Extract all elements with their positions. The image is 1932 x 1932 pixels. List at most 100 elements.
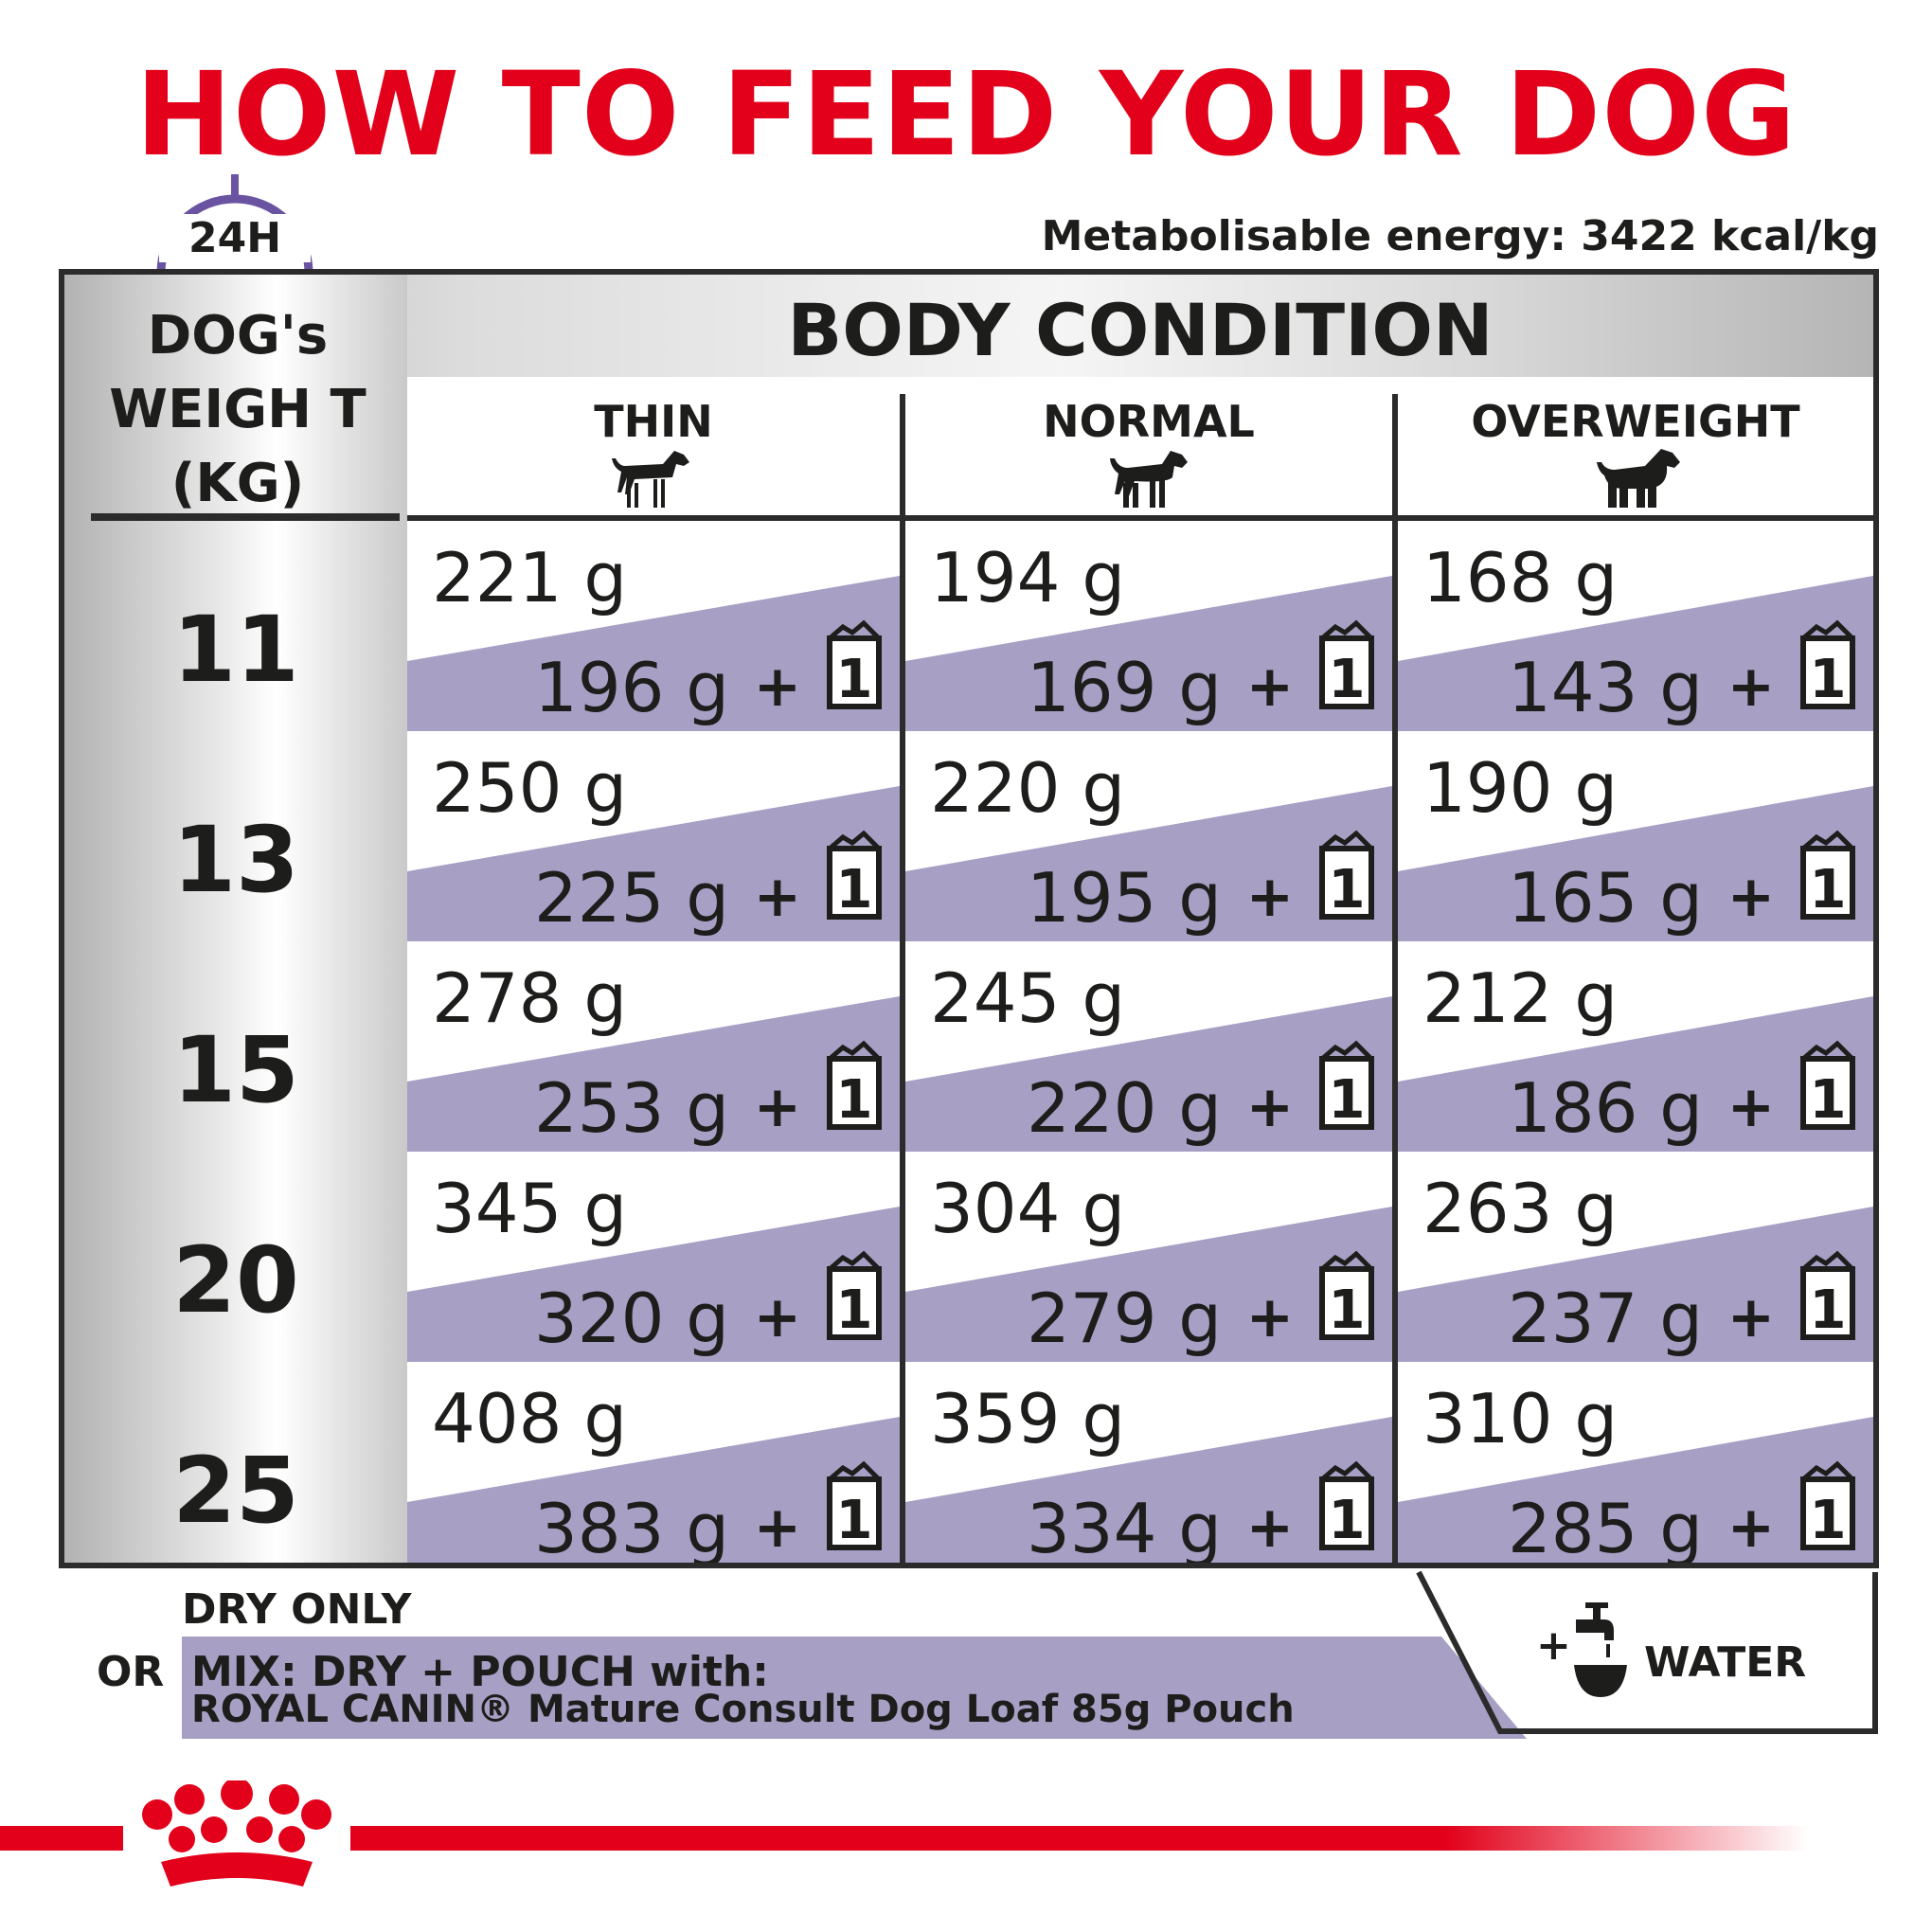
- dry-only-amount: 263 g: [1422, 1169, 1619, 1248]
- pouch-icon: 1: [1316, 619, 1377, 714]
- pouch-icon: 1: [1798, 1460, 1858, 1555]
- weight-header-divider: [91, 513, 400, 521]
- plus-sign: +: [1726, 1074, 1775, 1140]
- plus-sign: +: [1726, 1494, 1775, 1561]
- dry-only-amount: 212 g: [1422, 958, 1619, 1038]
- plus-sign: +: [753, 653, 801, 720]
- pouch-count: 1: [836, 1069, 873, 1131]
- royal-canin-crown-logo: [142, 1780, 331, 1887]
- pouch-count: 1: [836, 649, 873, 710]
- feeding-cell: 194 g 169 g + 1: [905, 521, 1392, 731]
- pouch-count: 1: [836, 1490, 873, 1551]
- dry-only-amount: 359 g: [930, 1379, 1126, 1458]
- column-title-normal: NORMAL: [1043, 396, 1255, 447]
- pouch-count: 1: [1329, 1069, 1366, 1131]
- water-plus-sign: +: [1536, 1621, 1571, 1670]
- mix-amount: 196 g: [533, 648, 729, 727]
- column-title-overweight: OVERWEIGHT: [1471, 396, 1800, 447]
- column-head-thin: THIN: [407, 377, 900, 521]
- legend-mix-band: [182, 1637, 1527, 1739]
- mix-amount: 169 g: [1026, 648, 1222, 727]
- weight-column: [64, 275, 407, 1563]
- dry-only-amount: 278 g: [432, 958, 628, 1038]
- legend-mix-product: ROYAL CANIN® Mature Consult Dog Loaf 85g…: [191, 1688, 1295, 1731]
- weight-value: 11: [172, 597, 299, 703]
- feeding-cell: 310 g 285 g + 1: [1398, 1362, 1873, 1568]
- weight-value: 15: [172, 1017, 299, 1123]
- feeding-cell: 359 g 334 g + 1: [905, 1362, 1392, 1568]
- clock-label: 24H: [159, 214, 311, 262]
- mix-amount: 165 g: [1507, 858, 1703, 938]
- pouch-count: 1: [1810, 1069, 1847, 1131]
- feeding-cell: 190 g 165 g + 1: [1398, 731, 1873, 941]
- pouch-icon: 1: [1316, 1250, 1377, 1345]
- pouch-count: 1: [1329, 1490, 1366, 1551]
- dry-only-amount: 250 g: [432, 748, 628, 828]
- mix-amount: 285 g: [1507, 1489, 1703, 1568]
- column-divider: [900, 394, 905, 1563]
- plus-sign: +: [753, 864, 801, 930]
- metabolisable-energy: Metabolisable energy: 3422 kcal/kg: [1041, 212, 1879, 260]
- plus-sign: +: [1726, 864, 1775, 930]
- pouch-icon: 1: [824, 1040, 885, 1135]
- body-condition-header: BODY CONDITION: [787, 288, 1494, 372]
- water-box: [1416, 1570, 1878, 1734]
- dry-only-amount: 221 g: [432, 538, 628, 617]
- feeding-cell: 245 g 220 g + 1: [905, 941, 1392, 1152]
- mix-amount: 237 g: [1507, 1279, 1703, 1358]
- feeding-cell: 345 g 320 g + 1: [407, 1152, 900, 1362]
- plus-sign: +: [1245, 1074, 1294, 1140]
- legend-or: OR: [97, 1648, 165, 1696]
- pouch-count: 1: [1329, 649, 1366, 710]
- pouch-icon: 1: [1316, 830, 1377, 924]
- mix-amount: 383 g: [533, 1489, 729, 1568]
- plus-sign: +: [753, 1494, 801, 1561]
- feeding-cell: 168 g 143 g + 1: [1398, 521, 1873, 731]
- pouch-icon: 1: [824, 1460, 885, 1555]
- plus-sign: +: [1245, 1284, 1294, 1351]
- pouch-icon: 1: [1798, 619, 1858, 714]
- dry-only-amount: 310 g: [1422, 1379, 1619, 1458]
- column-head-normal: NORMAL: [905, 377, 1392, 521]
- dog-normal-icon: [1110, 451, 1188, 508]
- column-divider: [1392, 394, 1398, 1563]
- dog-overweight-icon: [1597, 449, 1680, 508]
- feeding-cell: 220 g 195 g + 1: [905, 731, 1392, 941]
- legend-water: WATER: [1644, 1638, 1807, 1687]
- pouch-icon: 1: [1316, 1040, 1377, 1135]
- dry-only-amount: 168 g: [1422, 538, 1619, 617]
- mix-amount: 225 g: [533, 858, 729, 938]
- mix-amount: 220 g: [1026, 1068, 1222, 1148]
- pouch-icon: 1: [824, 1250, 885, 1345]
- dry-only-amount: 220 g: [930, 748, 1126, 828]
- weight-value: 20: [172, 1227, 299, 1333]
- weight-value: 25: [172, 1438, 299, 1544]
- column-head-overweight: OVERWEIGHT: [1398, 377, 1873, 521]
- plus-sign: +: [753, 1074, 801, 1140]
- pouch-count: 1: [1329, 859, 1366, 921]
- plus-sign: +: [1245, 653, 1294, 720]
- pouch-count: 1: [836, 859, 873, 921]
- mix-amount: 253 g: [533, 1068, 729, 1148]
- feeding-cell: 250 g 225 g + 1: [407, 731, 900, 941]
- weight-header: DOG's WEIGH T (KG): [109, 305, 367, 514]
- pouch-count: 1: [836, 1279, 873, 1341]
- mix-amount: 320 g: [533, 1279, 729, 1358]
- feeding-table: DOG's WEIGH T (KG) BODY CONDITION THIN N…: [59, 269, 1879, 1568]
- dry-only-amount: 194 g: [930, 538, 1126, 617]
- dry-only-amount: 408 g: [432, 1379, 628, 1458]
- dry-only-amount: 190 g: [1422, 748, 1619, 828]
- feeding-cell: 408 g 383 g + 1: [407, 1362, 900, 1568]
- legend-mix-title: MIX: DRY + POUCH with:: [191, 1648, 769, 1696]
- plus-sign: +: [753, 1284, 801, 1351]
- header-divider: [407, 515, 1873, 521]
- feeding-cell: 278 g 253 g + 1: [407, 941, 900, 1152]
- feeding-cell: 212 g 186 g + 1: [1398, 941, 1873, 1152]
- page-title: HOW TO FEED YOUR DOG: [134, 47, 1798, 182]
- mix-amount: 334 g: [1026, 1489, 1222, 1568]
- pouch-count: 1: [1810, 649, 1847, 710]
- pouch-icon: 1: [1798, 1040, 1858, 1135]
- weight-value: 13: [172, 807, 299, 913]
- water-tap-icon: +: [1536, 1602, 1627, 1697]
- pouch-count: 1: [1810, 1490, 1847, 1551]
